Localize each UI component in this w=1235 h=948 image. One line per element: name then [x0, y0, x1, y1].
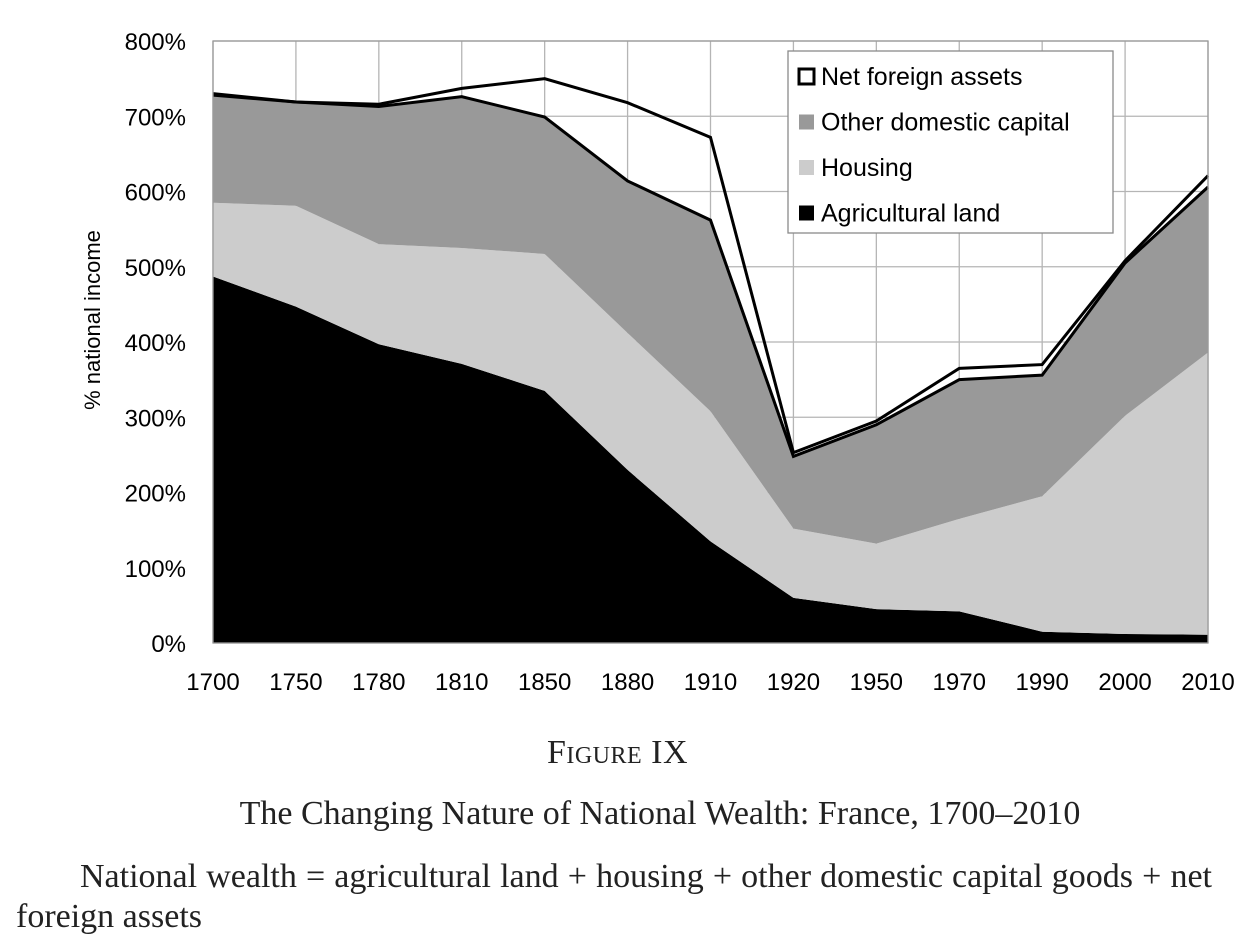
legend-label: Agricultural land — [821, 200, 1000, 228]
plot-frame — [212, 40, 1209, 644]
x-tick-label: 1750 — [269, 669, 322, 696]
y-tick-label: 800% — [125, 29, 186, 56]
line-net-foreign-assets-upper — [212, 77, 1210, 455]
legend-label: Net foreign assets — [821, 63, 1023, 91]
x-tick-label: 1780 — [352, 669, 405, 696]
area-agricultural-land — [213, 276, 1208, 643]
area-other-domestic-capital — [213, 93, 1208, 544]
y-axis-label: % national income — [80, 230, 105, 410]
x-tick-label: 1910 — [684, 669, 737, 696]
x-tick-label: 1970 — [933, 669, 986, 696]
x-tick-label: 2010 — [1181, 669, 1234, 696]
x-tick-label: 1990 — [1015, 669, 1068, 696]
figure-title: The Changing Nature of National Wealth: … — [239, 795, 1081, 832]
legend-swatch — [799, 205, 814, 221]
x-tick-label: 1700 — [186, 669, 239, 696]
legend-swatch — [799, 114, 814, 130]
y-tick-label: 700% — [125, 104, 186, 131]
x-tick-label: 2000 — [1098, 669, 1151, 696]
area-housing — [213, 202, 1208, 635]
y-tick-label: 500% — [125, 255, 186, 282]
legend: Net foreign assets Other domestic capital… — [787, 50, 1114, 234]
y-tick-label: 100% — [125, 556, 186, 583]
legend-box — [787, 50, 1114, 234]
y-tick-label: 300% — [125, 405, 186, 432]
x-tick-label: 1850 — [518, 669, 571, 696]
x-tick-label: 1950 — [850, 669, 903, 696]
x-tick-label: 1880 — [601, 669, 654, 696]
legend-label: Other domestic capital — [821, 109, 1070, 137]
legend-swatch — [797, 67, 816, 86]
figure-note: National wealth = agricultural land + ho… — [16, 858, 1212, 935]
y-tick-label: 400% — [125, 330, 186, 357]
legend-swatch — [799, 160, 814, 175]
x-tick-label: 1810 — [435, 669, 488, 696]
x-tick-label: 1920 — [767, 669, 820, 696]
figure-label: Figure IX — [546, 734, 689, 771]
line-net-foreign-assets-lower — [212, 92, 1210, 459]
y-tick-label: 200% — [125, 481, 186, 508]
legend-label: Housing — [821, 154, 913, 182]
y-tick-label: 600% — [125, 180, 186, 207]
stacked-areas — [212, 77, 1210, 643]
chart: 0% 100% 200% 300% 400% 500% 600% 700% 800% 1700 17… — [80, 29, 1235, 696]
y-tick-label: 0% — [151, 631, 186, 658]
axes: 0% 100% 200% 300% 400% 500% 600% 700% 800% 1700 17… — [125, 29, 1235, 696]
